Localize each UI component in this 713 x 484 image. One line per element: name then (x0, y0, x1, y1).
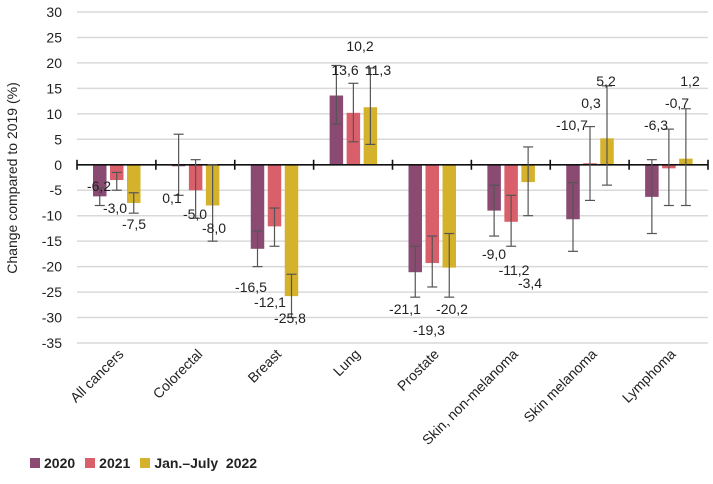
category-label: Lymphoma (619, 346, 679, 406)
data-label: 13,6 (331, 62, 358, 78)
category-label: Lung (330, 346, 363, 379)
legend-label: Jan.–July 2022 (154, 455, 258, 471)
data-label: -19,3 (413, 322, 445, 338)
data-label: -3,4 (518, 275, 542, 291)
y-tick-label: 10 (46, 106, 62, 122)
y-tick-label: -30 (42, 310, 62, 326)
bar-2021-2 (267, 164, 282, 227)
y-tick-label: 15 (46, 80, 62, 96)
legend-item-2022[interactable]: Jan.–July 2022 (140, 455, 257, 471)
data-label: 0,1 (162, 190, 182, 206)
category-labels: All cancers Colorectal Breast Lung Prostate S… (67, 346, 679, 448)
data-label: -6,3 (644, 117, 668, 133)
data-label: -5,0 (183, 206, 207, 222)
data-label: -12,1 (254, 294, 286, 310)
legend-label: 2020 (44, 455, 76, 471)
bar-2021-4 (425, 164, 439, 264)
legend-swatch (140, 458, 151, 468)
y-axis-ticks: 30 25 20 15 10 5 0 -5 -10 -15 -20 -25 -30 -35 (42, 4, 62, 351)
gridlines (77, 11, 708, 344)
data-labels: -6,2 0,1 -16,5 13,6 -21,1 -9,0 -10,7 -6,3 -3,0 -5… (87, 38, 700, 338)
data-label: 10,2 (346, 38, 373, 54)
y-tick-label: 20 (46, 55, 62, 71)
y-tick-label: -35 (42, 335, 62, 351)
data-label: 11,3 (365, 62, 391, 78)
data-label: -8,0 (202, 220, 226, 236)
category-label: Colorectal (150, 346, 206, 402)
bar-2020-0 (93, 164, 107, 197)
bar-2020-3 (329, 95, 344, 165)
y-axis-label: Change compared to 2019 (%) (4, 82, 20, 273)
y-tick-label: 5 (54, 131, 62, 147)
data-label: -6,2 (87, 178, 111, 194)
y-tick-label: 25 (46, 29, 62, 45)
data-label: -16,5 (235, 279, 267, 295)
y-tick-label: -20 (42, 259, 62, 275)
category-label: Skin melanoma (520, 346, 600, 426)
bar-2020-4 (408, 164, 422, 273)
data-label: -9,0 (482, 246, 506, 262)
data-label: -0,7 (665, 95, 689, 111)
data-label: -20,2 (436, 301, 468, 317)
data-label: -10,7 (556, 117, 588, 133)
legend-item-2021[interactable]: 2021 (85, 455, 130, 471)
x-axis (76, 159, 709, 170)
y-tick-label: -5 (50, 182, 63, 198)
data-label: 0,3 (581, 95, 601, 111)
category-label: All cancers (67, 346, 127, 406)
legend-label: 2021 (99, 455, 131, 471)
data-label: -25,8 (274, 310, 306, 326)
category-label: Prostate (394, 346, 442, 394)
legend-item-2020[interactable]: 2020 (30, 455, 75, 471)
data-label: 5,2 (596, 73, 616, 89)
category-label: Breast (244, 346, 284, 386)
data-label: -21,1 (389, 301, 421, 317)
y-tick-label: -25 (42, 284, 62, 300)
bar-2021-5 (504, 164, 518, 222)
y-tick-label: 0 (54, 157, 62, 173)
y-tick-label: -15 (42, 233, 62, 249)
data-label: -3,0 (103, 200, 127, 216)
data-label: -7,5 (122, 216, 146, 232)
bar-janjuly2022-0 (127, 164, 141, 203)
bar-2020-2 (250, 164, 265, 249)
legend-swatch (85, 458, 96, 468)
bar-janjuly2022-2 (284, 164, 299, 297)
y-tick-label: -10 (42, 208, 62, 224)
legend-swatch (30, 458, 40, 468)
data-label: 1,2 (680, 73, 700, 89)
bar-janjuly2022-4 (442, 164, 456, 268)
y-tick-label: 30 (46, 4, 62, 20)
data-label: -11,2 (499, 262, 530, 278)
error-bars (94, 64, 691, 319)
legend: 2020 2021 Jan.–July 2022 (30, 455, 261, 471)
